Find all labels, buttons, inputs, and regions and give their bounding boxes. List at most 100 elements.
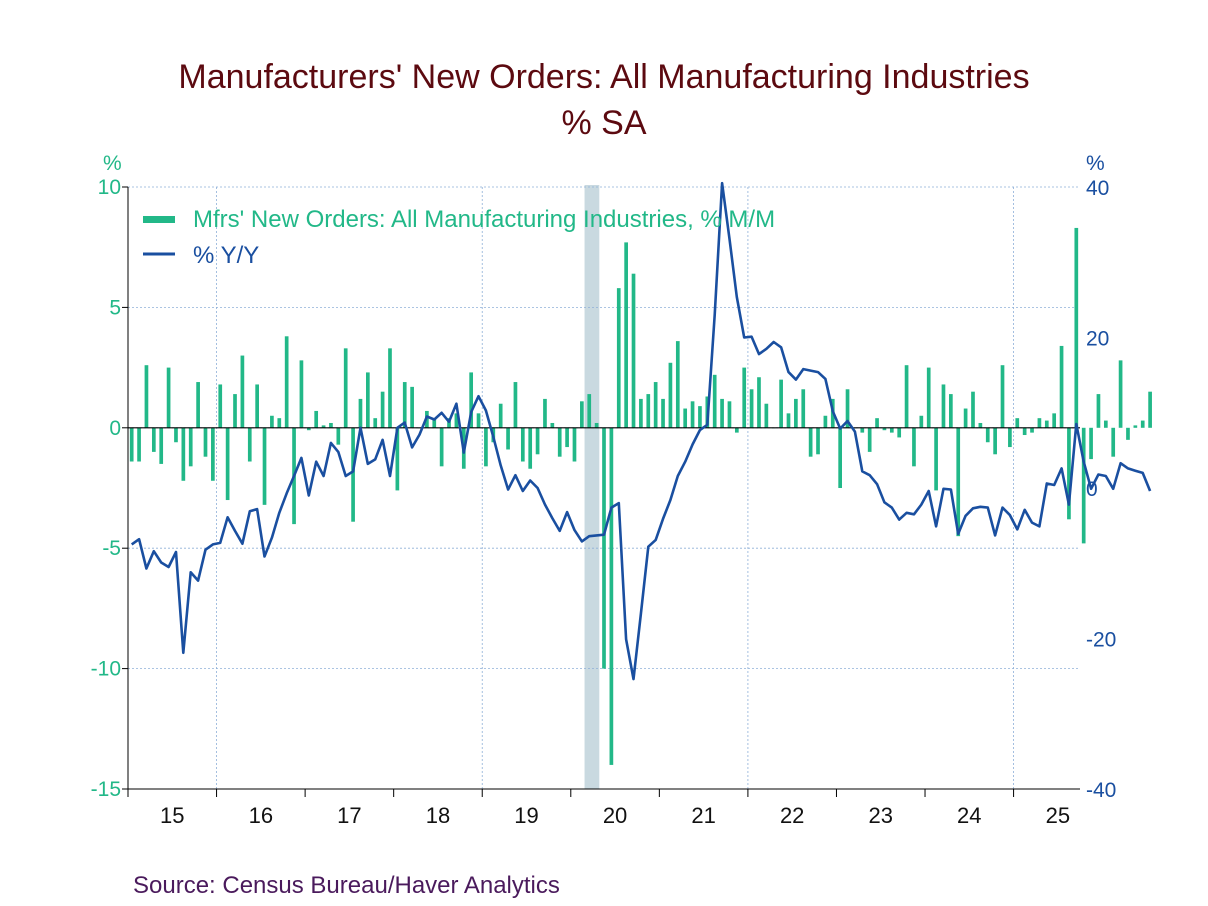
- mm-bar: [196, 382, 200, 428]
- mm-bar: [867, 427, 872, 452]
- x-tick-label: 17: [337, 803, 361, 828]
- mm-bar: [860, 427, 865, 433]
- mm-bar: [993, 427, 997, 455]
- x-tick-label: 21: [691, 803, 715, 828]
- mm-bar: [653, 382, 658, 428]
- mm-bar: [247, 427, 252, 462]
- mm-bar: [565, 427, 569, 448]
- mm-bar: [1030, 427, 1034, 433]
- mm-bar: [1015, 418, 1020, 428]
- mm-bar: [978, 422, 983, 428]
- mm-bar: [1022, 427, 1027, 436]
- mm-bar: [218, 384, 223, 428]
- mm-bar: [557, 427, 562, 457]
- mm-bar: [373, 418, 378, 428]
- mm-bar: [808, 427, 813, 457]
- mm-bar: [779, 379, 783, 428]
- mm-bar: [720, 398, 724, 428]
- mm-bar: [329, 422, 333, 428]
- mm-bar: [476, 413, 481, 428]
- mm-bar: [151, 427, 156, 452]
- mm-bar: [904, 365, 909, 428]
- mm-bar: [336, 427, 341, 445]
- left-tick-label: 10: [98, 176, 121, 199]
- left-tick-label: 0: [109, 417, 121, 440]
- mm-bar: [956, 427, 961, 537]
- mm-bar: [823, 415, 828, 428]
- mm-bar: [602, 427, 606, 669]
- x-tick-label: 19: [514, 803, 538, 828]
- mm-bar: [454, 413, 459, 428]
- mm-bar: [550, 422, 555, 428]
- mm-bar: [949, 394, 953, 428]
- mm-bar: [934, 427, 938, 491]
- mm-bar: [683, 408, 688, 428]
- mm-bar: [277, 418, 282, 428]
- x-tick-label: 24: [957, 803, 981, 828]
- mm-bar: [963, 408, 968, 428]
- mm-bar: [926, 367, 931, 428]
- mm-bar: [1089, 427, 1093, 460]
- mm-bar: [351, 427, 355, 522]
- x-tick-label: 25: [1046, 803, 1070, 828]
- mm-bar: [794, 398, 798, 428]
- mm-bar: [1059, 345, 1064, 428]
- mm-bar: [882, 427, 887, 431]
- source-note: Source: Census Bureau/Haver Analytics: [133, 872, 560, 899]
- mm-bar: [366, 372, 370, 428]
- x-tick-label: 18: [426, 803, 450, 828]
- mm-bar: [985, 427, 990, 443]
- mm-bar: [498, 403, 503, 428]
- mm-bar: [580, 401, 584, 428]
- left-tick-label: -5: [102, 537, 121, 560]
- mm-bar: [1052, 413, 1057, 428]
- mm-bar: [395, 427, 400, 491]
- right-tick-label: 0: [1086, 478, 1098, 501]
- mm-bar: [764, 403, 769, 428]
- mm-bar: [1126, 427, 1130, 440]
- mm-bar: [1067, 427, 1071, 520]
- mm-bar: [971, 391, 975, 428]
- right-tick-label: -20: [1086, 629, 1116, 652]
- x-tick-label: 15: [160, 803, 184, 828]
- mm-bar: [402, 382, 407, 428]
- mm-bar: [255, 384, 259, 428]
- mm-bar: [299, 360, 304, 428]
- mm-bar: [1118, 360, 1123, 428]
- mm-bar: [484, 427, 488, 467]
- mm-bar: [609, 427, 614, 765]
- mm-bar: [1074, 227, 1079, 428]
- mm-bar: [181, 427, 186, 481]
- left-tick-label: -15: [91, 778, 121, 801]
- mm-bar: [675, 341, 680, 428]
- x-tick-label: 20: [603, 803, 627, 828]
- mm-bar: [166, 367, 171, 428]
- mm-bar: [188, 427, 193, 467]
- mm-bar: [912, 427, 916, 467]
- mm-bar: [690, 401, 695, 428]
- mm-bar: [513, 382, 518, 428]
- right-tick-label: 20: [1086, 328, 1109, 351]
- recession-band: [584, 185, 600, 789]
- yy-line: [130, 181, 1152, 681]
- mm-bar: [587, 394, 592, 428]
- mm-bar: [875, 418, 879, 428]
- mm-bar: [380, 391, 385, 428]
- mm-bar: [1096, 394, 1101, 428]
- left-tick-label: -10: [91, 658, 121, 681]
- mm-bar: [203, 427, 208, 457]
- mm-bar: [262, 427, 267, 505]
- right-axis-unit: %: [1086, 152, 1105, 175]
- right-tick-label: 40: [1086, 177, 1109, 200]
- legend-label-line: % Y/Y: [193, 242, 259, 269]
- mm-bar: [1111, 427, 1116, 457]
- mm-bar: [1133, 425, 1138, 428]
- mm-bar: [388, 348, 392, 428]
- mm-bar: [801, 389, 806, 428]
- mm-bar: [270, 415, 274, 428]
- mm-bar: [594, 422, 599, 428]
- mm-bar: [343, 348, 348, 428]
- mm-bar: [786, 413, 791, 428]
- x-tick-label: 23: [869, 803, 893, 828]
- mm-bar: [233, 394, 237, 428]
